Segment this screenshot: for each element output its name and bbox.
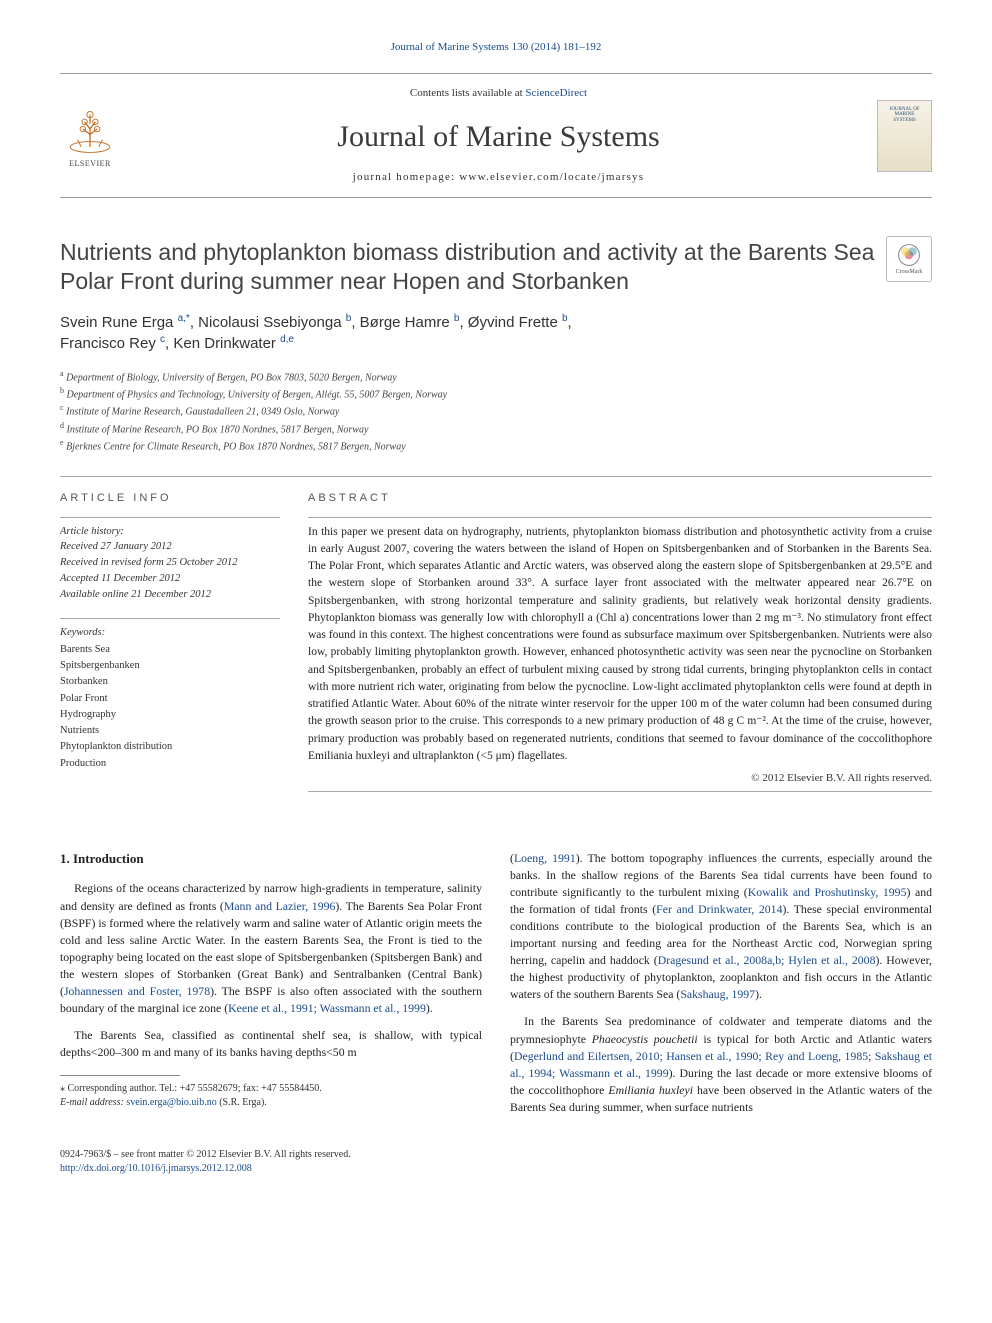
keyword: Polar Front (60, 691, 280, 707)
affiliation: b Department of Physics and Technology, … (60, 385, 932, 402)
intro-p1: Regions of the oceans characterized by n… (60, 880, 482, 1017)
citation-link[interactable]: Journal of Marine Systems 130 (2014) 181… (391, 41, 602, 53)
elsevier-wordmark: ELSEVIER (69, 158, 111, 169)
article-title: Nutrients and phytoplankton biomass dist… (60, 238, 932, 296)
keyword: Nutrients (60, 723, 280, 739)
rule (60, 476, 932, 477)
elsevier-tree-icon (63, 102, 117, 156)
keyword: Hydrography (60, 707, 280, 723)
affiliation: d Institute of Marine Research, PO Box 1… (60, 420, 932, 437)
accepted: Accepted 11 December 2012 (60, 571, 280, 587)
corresponding-author: ⁎ Corresponding author. Tel.: +47 555826… (60, 1082, 482, 1096)
masthead-center: Contents lists available at ScienceDirec… (120, 86, 877, 185)
article-info-col: ARTICLE INFO Article history: Received 2… (60, 491, 280, 819)
keywords-head: Keywords: (60, 625, 280, 641)
intro-heading: 1. Introduction (60, 850, 482, 869)
ref-link[interactable]: Fer and Drinkwater, 2014 (656, 902, 782, 916)
intro-p3: (Loeng, 1991). The bottom topography inf… (510, 850, 932, 1004)
article-history: Article history: Received 27 January 201… (60, 517, 280, 603)
ref-link[interactable]: Dragesund et al., 2008a,b; Hylen et al.,… (658, 953, 876, 967)
author: Svein Rune Erga a,* (60, 314, 190, 331)
body-columns: 1. Introduction Regions of the oceans ch… (60, 850, 932, 1126)
abstract-text: In this paper we present data on hydrogr… (308, 517, 932, 766)
keyword: Storbanken (60, 674, 280, 690)
footnotes: ⁎ Corresponding author. Tel.: +47 555826… (60, 1082, 482, 1110)
issn-line: 0924-7963/$ – see front matter © 2012 El… (60, 1148, 351, 1162)
revised: Received in revised form 25 October 2012 (60, 555, 280, 571)
affiliations: a Department of Biology, University of B… (60, 368, 932, 455)
homepage-url: www.elsevier.com/locate/jmarsys (459, 171, 644, 183)
keyword: Spitsbergenbanken (60, 658, 280, 674)
keywords-block: Keywords: Barents Sea Spitsbergenbanken … (60, 618, 280, 771)
rule (308, 791, 932, 792)
ref-link[interactable]: Sakshaug, 1997 (680, 987, 755, 1001)
received: Received 27 January 2012 (60, 539, 280, 555)
info-abstract-row: ARTICLE INFO Article history: Received 2… (60, 491, 932, 819)
abstract-copyright: © 2012 Elsevier B.V. All rights reserved… (308, 771, 932, 786)
ref-link[interactable]: Mann and Lazier, 1996 (224, 899, 336, 913)
crossmark-label: CrossMark (896, 268, 923, 276)
history-label: Article history: (60, 524, 280, 540)
affiliation: a Department of Biology, University of B… (60, 368, 932, 385)
ref-link[interactable]: Keene et al., 1991; Wassmann et al., 199… (228, 1001, 426, 1015)
article-info-head: ARTICLE INFO (60, 491, 280, 506)
author: Børge Hamre b (360, 314, 460, 331)
author: Nicolausi Ssebiyonga b (198, 314, 351, 331)
elsevier-logo: ELSEVIER (60, 101, 120, 171)
affiliation: c Institute of Marine Research, Gaustada… (60, 402, 932, 419)
ref-link[interactable]: Kowalik and Proshutinsky, 1995 (748, 885, 907, 899)
footer-left: 0924-7963/$ – see front matter © 2012 El… (60, 1148, 351, 1176)
top-citation: Journal of Marine Systems 130 (2014) 181… (60, 40, 932, 55)
abstract-head: ABSTRACT (308, 491, 932, 506)
email-link[interactable]: svein.erga@bio.uib.no (126, 1097, 216, 1108)
title-block: CrossMark Nutrients and phytoplankton bi… (60, 238, 932, 296)
journal-cover-thumb: JOURNAL OF MARINE SYSTEMS (877, 100, 932, 172)
journal-name: Journal of Marine Systems (120, 116, 877, 158)
homepage-prefix: journal homepage: (353, 171, 460, 183)
keyword: Phytoplankton distribution (60, 739, 280, 755)
ref-link[interactable]: Johannessen and Foster, 1978 (64, 984, 210, 998)
author: Ken Drinkwater d,e (173, 335, 294, 352)
crossmark-icon (896, 242, 922, 268)
doi-link[interactable]: http://dx.doi.org/10.1016/j.jmarsys.2012… (60, 1163, 252, 1174)
email-line: E-mail address: svein.erga@bio.uib.no (S… (60, 1096, 482, 1110)
ref-link[interactable]: Loeng, 1991 (514, 851, 576, 865)
intro-p4: In the Barents Sea predominance of coldw… (510, 1013, 932, 1116)
crossmark-badge[interactable]: CrossMark (886, 236, 932, 282)
abstract-col: ABSTRACT In this paper we present data o… (308, 491, 932, 819)
keyword: Barents Sea (60, 642, 280, 658)
author: Francisco Rey c (60, 335, 165, 352)
contents-prefix: Contents lists available at (410, 87, 525, 99)
author-list: Svein Rune Erga a,*, Nicolausi Ssebiyong… (60, 312, 932, 354)
homepage-line: journal homepage: www.elsevier.com/locat… (120, 170, 877, 185)
cover-line3: SYSTEMS (893, 118, 916, 124)
contents-available-line: Contents lists available at ScienceDirec… (120, 86, 877, 101)
keyword: Production (60, 756, 280, 772)
page-footer: 0924-7963/$ – see front matter © 2012 El… (60, 1148, 932, 1176)
intro-p2: The Barents Sea, classified as continent… (60, 1027, 482, 1061)
masthead: ELSEVIER Contents lists available at Sci… (60, 73, 932, 198)
online: Available online 21 December 2012 (60, 587, 280, 603)
footnote-rule (60, 1075, 180, 1076)
sciencedirect-link[interactable]: ScienceDirect (525, 87, 587, 99)
author: Øyvind Frette b (468, 314, 568, 331)
affiliation: e Bjerknes Centre for Climate Research, … (60, 437, 932, 454)
